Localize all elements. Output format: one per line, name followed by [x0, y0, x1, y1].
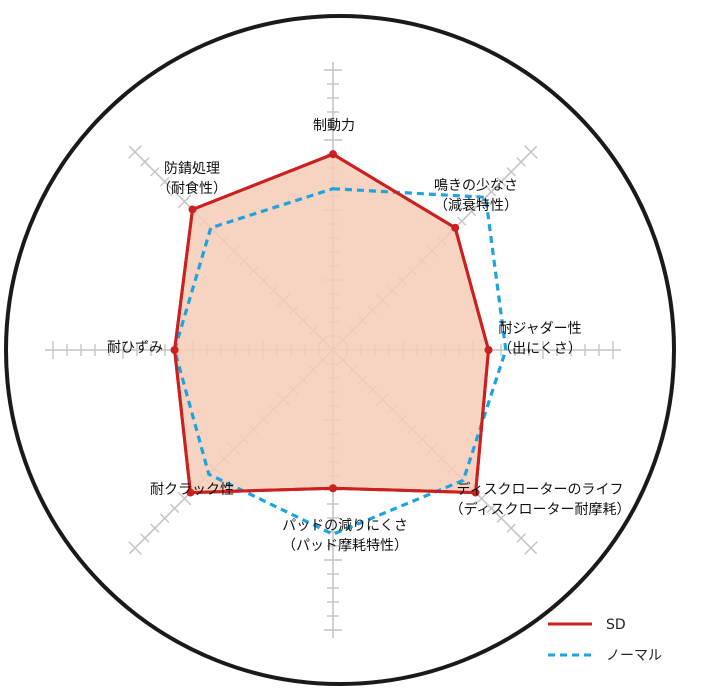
axis-label: 耐ひずみ	[107, 340, 163, 356]
series-normal-polygon	[173, 187, 508, 536]
series-sd-point	[170, 346, 179, 354]
axis-tick	[474, 491, 489, 506]
legend-label: ノーマル	[606, 648, 662, 664]
axis-tick	[486, 186, 497, 197]
axis-tick	[506, 167, 516, 177]
axis-tick	[524, 541, 538, 555]
axis-tick	[128, 145, 142, 159]
series-sd-point	[484, 346, 493, 354]
axis-tick	[150, 167, 160, 177]
axis-tick	[128, 541, 142, 555]
axis-tick	[496, 513, 507, 524]
legend-label: SD	[606, 617, 626, 633]
axis-label: ディスクローターのライフ（ディスクローター耐摩耗）	[449, 481, 630, 518]
axis-label: 防錆処理（耐食性）	[157, 160, 227, 197]
axis-tick	[159, 513, 170, 524]
axis-tick	[456, 216, 467, 227]
axis-label: 鳴きの少なさ（減衰特性）	[434, 178, 518, 214]
radar-series	[170, 150, 508, 536]
axis-tick	[140, 157, 150, 167]
axis-tick	[524, 145, 538, 159]
axis-tick	[169, 186, 180, 197]
axis-label: 耐ジャダー性（出にくさ）	[498, 321, 582, 357]
series-sd-point	[329, 150, 337, 159]
series-sd-point	[188, 205, 197, 214]
axis-tick	[159, 176, 170, 187]
axis-tick	[506, 523, 516, 533]
outer-ring	[4, 14, 676, 686]
axis-tick	[496, 176, 507, 187]
axis-tick	[177, 491, 192, 506]
axis-tick	[140, 533, 150, 543]
axis-tick	[516, 533, 526, 543]
axis-label: パッドの減りにくさ（パッド摩耗特性）	[282, 517, 408, 554]
series-sd-point	[471, 488, 480, 497]
axis-label: 耐クラック性	[150, 482, 234, 498]
axis-label: 制動力	[313, 118, 355, 134]
axis-tick	[177, 194, 192, 209]
legend: SD ノーマル	[548, 617, 662, 664]
axis-tick	[150, 523, 160, 533]
axis-tick	[516, 157, 526, 167]
series-sd-point	[186, 488, 195, 497]
series-sd-point	[451, 223, 460, 232]
axis-tick	[466, 206, 477, 217]
axis-tick	[486, 503, 497, 514]
series-sd-point	[329, 484, 337, 493]
axis-tick	[169, 503, 180, 514]
